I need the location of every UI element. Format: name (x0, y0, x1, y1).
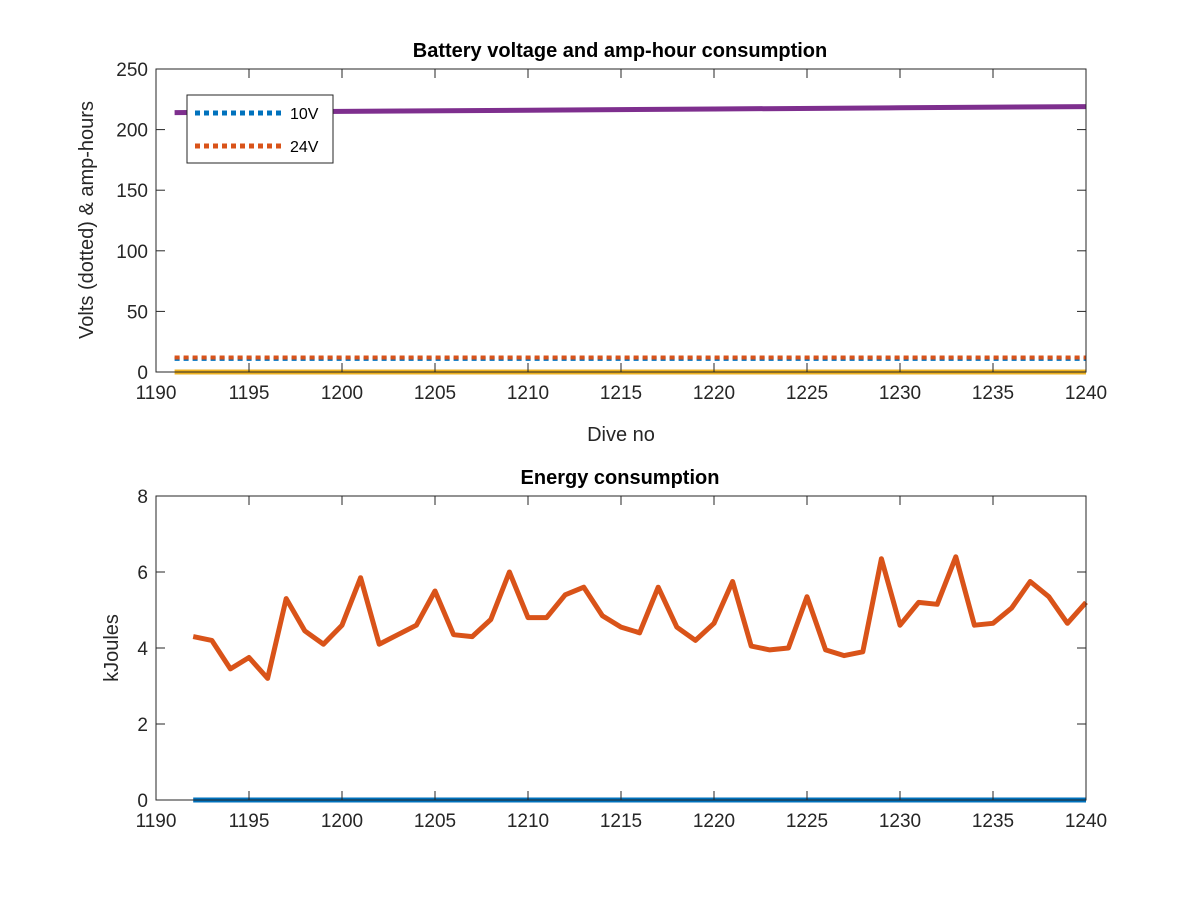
chart1-ytick-label: 2 (137, 715, 148, 736)
battery-chart-xticks: 1190 1195 1200 1205 1210 1215 1220 1225 1230 1235… (136, 69, 1107, 404)
chart0-ytick-label: 50 (127, 302, 148, 323)
battery-chart-title: Battery voltage and amp-hour consumption (413, 40, 827, 62)
battery-chart: Battery voltage and amp-hour consumption… (76, 40, 1107, 446)
chart1-xtick-label: 1190 (136, 811, 177, 832)
chart0-xtick-label: 1235 (972, 383, 1014, 404)
energy-chart-yticks: 0 2 4 6 8 (137, 487, 1086, 812)
chart1-xtick-label: 1210 (507, 811, 549, 832)
chart1-xtick-label: 1240 (1065, 811, 1107, 832)
battery-chart-xlabel: Dive no (587, 424, 655, 446)
energy-chart-xticks: 1190 1195 1200 1205 1210 1215 1220 1225 1230 1235… (136, 496, 1107, 832)
chart1-ytick-label: 6 (137, 563, 148, 584)
energy-chart-ylabel: kJoules (101, 614, 123, 682)
chart1-xtick-label: 1230 (879, 811, 921, 832)
energy-chart-frame (155, 495, 1087, 801)
legend-box (186, 94, 334, 164)
energy-chart: Energy consumption kJoules 1190 1195 1200 1… (101, 467, 1107, 832)
chart0-xtick-label: 1240 (1065, 383, 1107, 404)
legend-label-10v: 10V (290, 106, 319, 123)
chart0-xtick-label: 1225 (786, 383, 828, 404)
chart1-xtick-label: 1215 (600, 811, 642, 832)
chart0-ytick-label: 250 (116, 60, 148, 81)
chart0-ytick-label: 150 (116, 181, 148, 202)
chart0-xtick-label: 1220 (693, 383, 735, 404)
chart0-xtick-label: 1200 (321, 383, 363, 404)
chart1-ytick-label: 4 (137, 639, 148, 660)
chart1-ytick-label: 0 (137, 791, 148, 812)
chart0-ytick-label: 100 (116, 242, 148, 263)
chart1-xtick-label: 1195 (229, 811, 270, 832)
chart0-ytick-label: 0 (137, 363, 148, 384)
chart1-xtick-label: 1235 (972, 811, 1014, 832)
battery-chart-ylabel: Volts (dotted) & amp-hours (76, 101, 98, 339)
chart1-xtick-label: 1225 (786, 811, 828, 832)
energy-chart-title: Energy consumption (521, 467, 720, 489)
chart0-xtick-label: 1205 (414, 383, 456, 404)
chart0-ytick-label: 200 (116, 121, 148, 142)
chart0-xtick-label: 1190 (136, 383, 177, 404)
chart1-ytick-label: 8 (137, 487, 148, 508)
chart0-xtick-label: 1195 (229, 383, 270, 404)
chart1-xtick-label: 1220 (693, 811, 735, 832)
chart0-xtick-label: 1210 (507, 383, 549, 404)
battery-chart-legend: 10V 24V (186, 94, 334, 164)
energy-chart-series (192, 554, 1088, 803)
chart1-series-1-line (192, 554, 1088, 681)
battery-chart-yticks: 0 50 100 150 200 250 (116, 60, 1086, 384)
legend-label-24v: 24V (290, 139, 319, 156)
chart1-xtick-label: 1205 (414, 811, 456, 832)
chart0-xtick-label: 1230 (879, 383, 921, 404)
chart1-xtick-label: 1200 (321, 811, 363, 832)
chart0-xtick-label: 1215 (600, 383, 642, 404)
